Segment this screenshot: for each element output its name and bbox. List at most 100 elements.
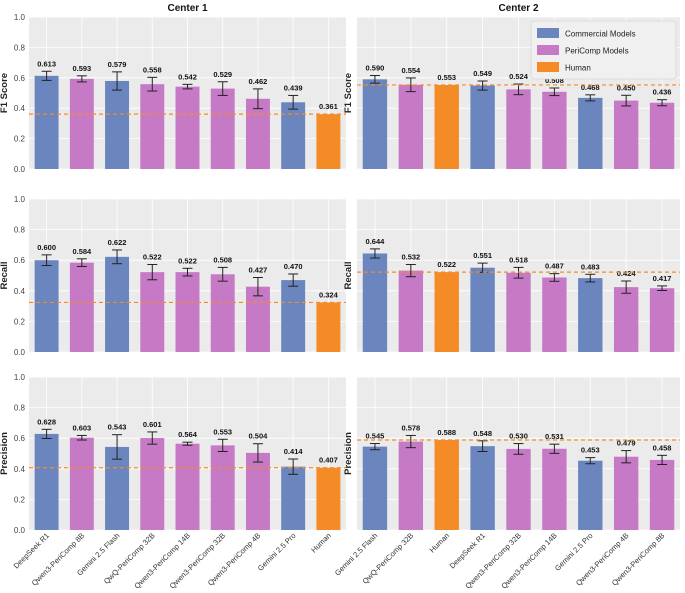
bar	[175, 272, 200, 352]
data-label: 0.522	[143, 252, 162, 261]
data-label: 0.436	[653, 88, 672, 97]
data-label: 0.504	[249, 432, 269, 441]
data-label: 0.622	[108, 238, 127, 247]
chart-panel-3: 0.0 0.2 0.4 0.6 0.8 1.0 Recall 0.600 0.584 0.622 0…	[0, 195, 346, 357]
data-label: 0.564	[178, 430, 198, 439]
chart-panel-5: 0.0 0.2 0.4 0.6 0.8 1.0 Precision 0.628 0.603 0.5…	[0, 373, 346, 590]
bar	[398, 84, 424, 169]
data-label: 0.593	[72, 64, 91, 73]
data-label: 0.470	[284, 262, 303, 271]
data-label: 0.628	[37, 417, 56, 426]
bar	[69, 262, 94, 352]
bar	[316, 302, 341, 352]
legend-frame	[530, 20, 677, 80]
bar	[210, 274, 235, 352]
bar	[69, 78, 94, 169]
data-label: 0.427	[249, 265, 268, 274]
y-tick-label: 0.4	[14, 465, 26, 474]
bar	[69, 437, 94, 530]
y-axis-label: Recall	[0, 262, 10, 290]
data-label: 0.551	[473, 251, 492, 260]
bar	[470, 267, 495, 352]
y-tick-label: 0.4	[14, 287, 26, 296]
legend-label-pericomp: PeriComp Models	[565, 47, 629, 56]
bar	[398, 270, 424, 352]
y-tick-label: 0.8	[14, 404, 26, 413]
bar	[105, 256, 130, 352]
data-label: 0.524	[509, 72, 529, 81]
y-axis-label: F1 Score	[343, 73, 354, 113]
bar	[362, 253, 388, 352]
bar	[281, 466, 306, 530]
y-tick-label: 1.0	[14, 195, 26, 204]
data-label: 0.613	[37, 59, 56, 68]
data-label: 0.542	[178, 72, 197, 81]
chart-title: Center 1	[167, 3, 207, 14]
y-tick-label: 1.0	[14, 13, 26, 22]
y-tick-label: 0.6	[14, 74, 26, 83]
data-label: 0.558	[143, 65, 162, 74]
bar	[578, 97, 603, 169]
bar	[470, 85, 495, 169]
data-label: 0.468	[581, 83, 600, 92]
data-label: 0.439	[284, 83, 303, 92]
data-label: 0.601	[143, 420, 162, 429]
data-label: 0.508	[213, 255, 232, 264]
bar	[434, 272, 459, 352]
data-label: 0.532	[401, 252, 420, 261]
data-label: 0.545	[366, 432, 385, 441]
y-tick-label: 0.2	[14, 135, 26, 144]
bar	[506, 448, 531, 530]
data-label: 0.543	[108, 423, 127, 432]
data-label: 0.584	[72, 247, 92, 256]
bar	[281, 102, 306, 169]
y-tick-label: 0.8	[14, 43, 26, 52]
bar	[506, 89, 531, 169]
data-label: 0.508	[545, 76, 564, 85]
y-tick-label: 0.6	[14, 434, 26, 443]
data-label: 0.553	[437, 73, 456, 82]
bar	[34, 75, 59, 169]
bar	[245, 98, 270, 169]
data-label: 0.483	[581, 262, 600, 271]
data-label: 0.453	[581, 446, 600, 455]
bar	[175, 443, 200, 530]
data-label: 0.531	[545, 432, 564, 441]
bar	[542, 448, 567, 530]
y-tick-label: 0.0	[14, 165, 26, 174]
data-label: 0.644	[366, 237, 386, 246]
chart-panel-6: Precision 0.545 0.578 0.588 0.548 0.530 0.531 0…	[333, 376, 680, 590]
bar	[470, 446, 495, 530]
bar	[613, 456, 639, 530]
y-axis-label: Precision	[343, 432, 354, 475]
bar	[316, 467, 341, 530]
bar	[506, 272, 531, 352]
legend-label-commercial: Commercial Models	[565, 30, 636, 39]
bar	[245, 452, 270, 530]
y-tick-label: 0.0	[14, 348, 26, 357]
bar	[542, 277, 567, 352]
data-label: 0.417	[653, 274, 672, 283]
y-tick-label: 0.2	[14, 495, 26, 504]
data-label: 0.548	[473, 429, 492, 438]
bar	[281, 280, 306, 352]
legend-swatch-human	[537, 62, 559, 72]
y-axis-label: Recall	[343, 262, 354, 290]
data-label: 0.361	[319, 102, 338, 111]
bar	[245, 286, 270, 352]
bar	[398, 441, 424, 530]
bar	[140, 438, 165, 530]
data-label: 0.414	[284, 447, 304, 456]
data-label: 0.529	[213, 70, 232, 79]
bar	[578, 278, 603, 352]
y-axis-label: Precision	[0, 432, 10, 475]
data-label: 0.450	[617, 83, 636, 92]
data-label: 0.522	[437, 260, 456, 269]
data-label: 0.462	[249, 77, 268, 86]
y-tick-label: 0.4	[14, 104, 26, 113]
data-label: 0.579	[108, 60, 127, 69]
chart-panel-1: 0.0 0.2 0.4 0.6 0.8 1.0 F1 Score Center 1 0.613 0…	[0, 3, 346, 174]
x-tick-label: Human	[309, 531, 332, 554]
data-label: 0.324	[319, 290, 339, 299]
data-label: 0.407	[319, 456, 338, 465]
